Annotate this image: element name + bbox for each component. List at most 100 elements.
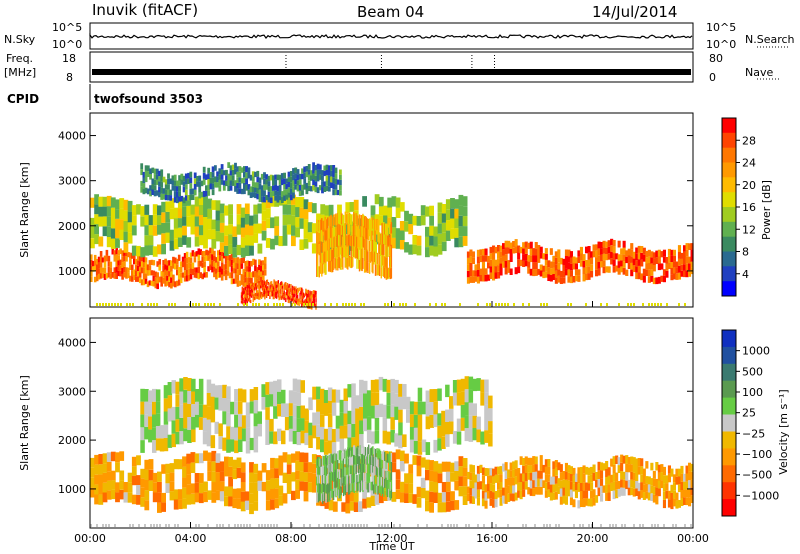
heatmap-cell (632, 465, 636, 473)
heatmap-cell (441, 410, 446, 424)
heatmap-cell (282, 292, 284, 296)
heatmap-cell (532, 464, 536, 473)
heatmap-cell (337, 247, 339, 259)
heatmap-cell (404, 221, 409, 232)
heatmap-cell (245, 298, 248, 302)
heatmap-cell (207, 452, 213, 462)
heatmap-cell (99, 267, 103, 274)
heatmap-cell (165, 201, 171, 212)
heatmap-cell (308, 297, 310, 302)
heatmap-cell (294, 173, 298, 179)
heatmap-cell (232, 459, 238, 470)
heatmap-cell (207, 471, 213, 481)
heatmap-cell (302, 292, 305, 296)
heatmap-cell (99, 273, 103, 279)
heatmap-cell (353, 492, 359, 503)
heatmap-cell (372, 239, 374, 252)
heatmap-cell (579, 499, 583, 507)
heatmap-cell (564, 268, 568, 276)
heatmap-cell (256, 284, 259, 288)
heatmap-cell (120, 303, 122, 306)
heatmap-cell (360, 462, 362, 472)
heatmap-cell (121, 262, 124, 268)
heatmap-cell (390, 233, 393, 245)
heatmap-cell (173, 180, 177, 186)
heatmap-cell (280, 191, 284, 198)
heatmap-cell (316, 459, 318, 468)
heatmap-cell (429, 389, 434, 402)
heatmap-cell (297, 289, 300, 293)
heatmap-cell (106, 195, 112, 207)
heatmap-cell (316, 476, 318, 486)
heatmap-cell (347, 449, 350, 459)
heatmap-cell (620, 260, 624, 267)
heatmap-cell (452, 380, 458, 393)
heatmap-cell (370, 217, 372, 229)
heatmap-cell (261, 211, 267, 221)
heatmap-cell (236, 457, 242, 468)
heatmap-cell (296, 295, 298, 298)
heatmap-cell (285, 189, 289, 195)
heatmap-cell (318, 169, 322, 175)
heatmap-cell (97, 256, 101, 263)
heatmap-cell (602, 463, 606, 471)
heatmap-cell (562, 258, 566, 265)
heatmap-cell (452, 392, 458, 406)
heatmap-cell (327, 186, 331, 192)
heatmap-cell (140, 427, 145, 441)
heatmap-cell (259, 296, 261, 300)
heatmap-cell (358, 474, 361, 484)
heatmap-cell (236, 177, 240, 183)
heatmap-cell (356, 483, 358, 493)
heatmap-cell (136, 475, 141, 485)
heatmap-cell (420, 205, 426, 216)
heatmap-cell (286, 296, 289, 300)
heatmap-cell (191, 404, 196, 417)
heatmap-cell (326, 229, 328, 241)
heatmap-cell (159, 425, 165, 439)
heatmap-cell (222, 270, 226, 277)
heatmap-cell (307, 174, 311, 181)
velocity-colorbar-label: −100 (742, 448, 772, 461)
heatmap-cell (402, 384, 407, 397)
heatmap-cell (617, 254, 621, 262)
heatmap-cell (291, 204, 296, 216)
heatmap-cell (115, 209, 120, 219)
heatmap-cell (630, 256, 634, 263)
heatmap-cell (219, 266, 222, 272)
power-colorbar-label: 24 (742, 157, 756, 170)
heatmap-cell (358, 236, 360, 248)
heatmap-cell (582, 465, 586, 474)
heatmap-cell (339, 399, 345, 413)
heatmap-cell (517, 252, 521, 260)
heatmap-cell (102, 492, 108, 503)
heatmap-cell (585, 498, 589, 506)
heatmap-cell (210, 383, 216, 397)
heatmap-cell (231, 164, 235, 170)
heatmap-cell (260, 266, 263, 272)
heatmap-cell (387, 217, 393, 228)
heatmap-cell (393, 524, 395, 527)
heatmap-cell (119, 259, 122, 266)
heatmap-cell (620, 462, 624, 472)
heatmap-cell (382, 417, 388, 431)
heatmap-cell (595, 479, 599, 488)
heatmap-cell (194, 216, 200, 227)
heatmap-cell (532, 248, 536, 256)
heatmap-cell (370, 392, 376, 406)
heatmap-cell (173, 228, 179, 239)
heatmap-cell (460, 417, 466, 431)
heatmap-cell (236, 166, 240, 172)
heatmap-cell (544, 248, 548, 254)
heatmap-cell (441, 461, 447, 472)
heatmap-cell (274, 458, 280, 469)
heatmap-cell (198, 378, 204, 392)
heatmap-cell (273, 291, 275, 296)
heatmap-cell (332, 177, 336, 184)
heatmap-cell (347, 447, 349, 457)
heatmap-cell (261, 201, 267, 211)
heatmap-cell (316, 399, 321, 412)
heatmap-cell (178, 191, 181, 197)
heatmap-cell (347, 410, 352, 425)
heatmap-cell (286, 214, 292, 225)
